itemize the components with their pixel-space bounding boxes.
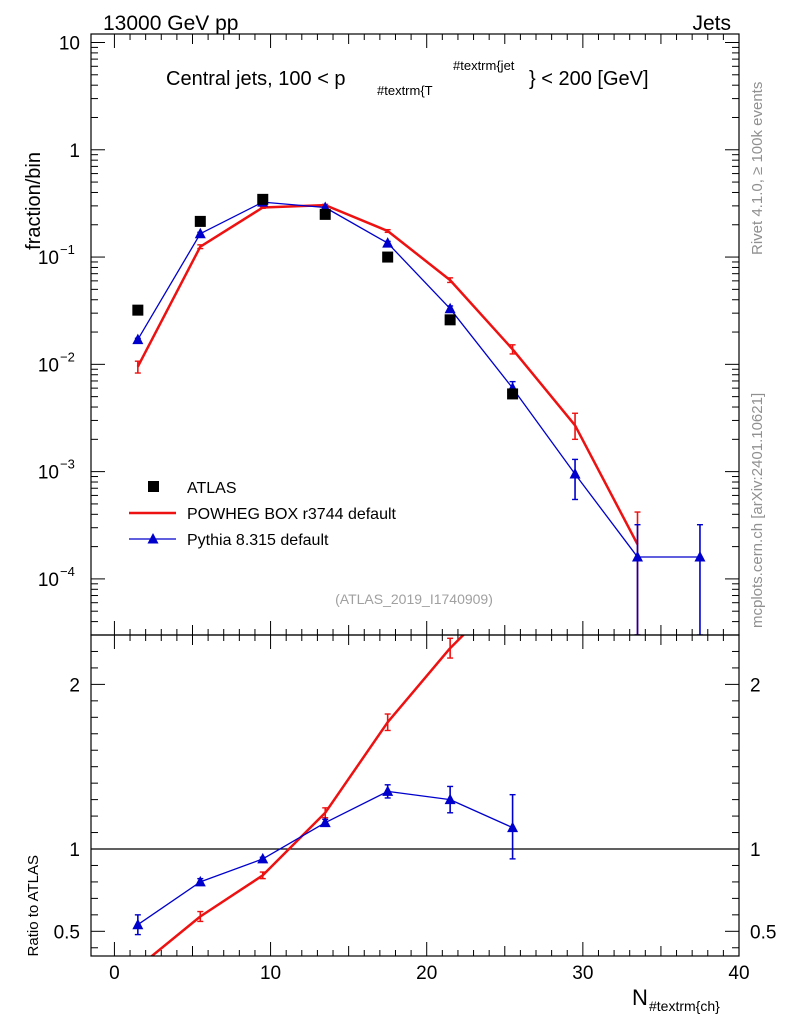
ratio-y-tick-label-right: 0.5 xyxy=(750,922,776,943)
ratio-panel-frame xyxy=(90,634,740,957)
main-y-tick-base: 10 xyxy=(38,570,59,591)
header-energy: 13000 GeV pp xyxy=(103,12,238,35)
pythia-line xyxy=(137,201,700,558)
main-y-axis-label: fraction/bin xyxy=(23,152,45,250)
legend-pythia-label: Pythia 8.315 default xyxy=(187,532,329,549)
title-subscript: #textrm{T xyxy=(377,83,433,98)
powheg-line xyxy=(136,203,639,545)
x-label-subscript: #textrm{ch} xyxy=(649,998,720,1014)
x-tick-label: 40 xyxy=(728,963,749,984)
title-lead: Central jets, 100 < p xyxy=(166,68,346,90)
legend: ATLAS POWHEG BOX r3744 default Pythia 8.… xyxy=(129,480,397,549)
atlas-point xyxy=(194,215,206,227)
main-y-tick-base: 10 xyxy=(38,248,59,269)
ratio-y-tick-label-right: 2 xyxy=(750,675,761,696)
ratio-pythia-point xyxy=(319,816,331,828)
pythia-point xyxy=(132,333,144,345)
ratio-powheg-line xyxy=(149,635,466,956)
main-y-tick-label: 10 −2 xyxy=(38,349,75,376)
legend-pythia-marker xyxy=(147,533,159,544)
legend-atlas-label: ATLAS xyxy=(187,480,237,497)
side-label-rivet: Rivet 4.1.0, ≥ 100k events xyxy=(749,82,766,255)
pythia-point xyxy=(632,551,644,562)
main-y-tick-label: 10 −4 xyxy=(38,564,75,591)
ratio-y-tick-label: 2 xyxy=(69,675,80,696)
pythia-point xyxy=(194,227,206,239)
title-tail: } < 200 [GeV] xyxy=(529,68,649,90)
x-tick-label: 0 xyxy=(109,963,120,984)
ratio-y-tick-label: 1 xyxy=(69,840,80,861)
main-y-tick-label: 10 xyxy=(59,33,80,54)
ratio-y-tick-label: 0.5 xyxy=(54,922,80,943)
side-label-mcplots: mcplots.cern.ch [arXiv:2401.10621] xyxy=(749,393,766,628)
atlas-point xyxy=(257,193,269,205)
legend-atlas-marker xyxy=(148,481,159,492)
x-tick-label: 30 xyxy=(572,963,593,984)
atlas-point xyxy=(132,304,144,316)
x-label-main: N xyxy=(632,985,648,1010)
x-tick-label: 20 xyxy=(416,963,437,984)
pythia-point xyxy=(444,302,456,314)
pythia-point xyxy=(569,468,581,479)
main-y-tick-label: 10 −1 xyxy=(38,242,75,269)
pythia-point xyxy=(382,237,394,248)
ratio-pythia-point xyxy=(132,918,144,930)
ratio-pythia-point xyxy=(382,785,394,796)
ratio-pythia-point xyxy=(257,852,269,864)
main-y-tick-exponent: −4 xyxy=(60,564,75,579)
header-observable: Jets xyxy=(692,12,731,35)
atlas-point xyxy=(507,388,519,400)
analysis-watermark: (ATLAS_2019_I1740909) xyxy=(335,591,493,607)
main-y-tick-base: 10 xyxy=(38,355,59,376)
pythia-point xyxy=(694,551,706,562)
x-axis-label: N #textrm{ch} xyxy=(632,985,720,1014)
main-y-tick-exponent: −1 xyxy=(60,242,75,257)
atlas-point xyxy=(382,251,394,263)
legend-powheg-label: POWHEG BOX r3744 default xyxy=(187,506,397,523)
atlas-point xyxy=(444,314,456,326)
ratio-pythia-point xyxy=(444,793,456,805)
main-y-tick-exponent: −3 xyxy=(60,457,75,472)
main-y-tick-label: 1 xyxy=(69,141,80,162)
main-title: Central jets, 100 < p #textrm{T #textrm{… xyxy=(166,58,649,98)
ratio-y-axis-label: Ratio to ATLAS xyxy=(25,855,42,956)
main-y-tick-label: 10 −3 xyxy=(38,457,75,484)
title-superscript: #textrm{jet xyxy=(453,58,515,73)
ratio-y-tick-label-right: 1 xyxy=(750,840,761,861)
main-y-tick-base: 10 xyxy=(38,463,59,484)
x-tick-label: 10 xyxy=(260,963,281,984)
main-y-tick-exponent: −2 xyxy=(60,349,75,364)
ratio-pythia-point xyxy=(194,875,206,887)
ratio-pythia-point xyxy=(507,821,519,833)
atlas-point xyxy=(319,208,331,220)
